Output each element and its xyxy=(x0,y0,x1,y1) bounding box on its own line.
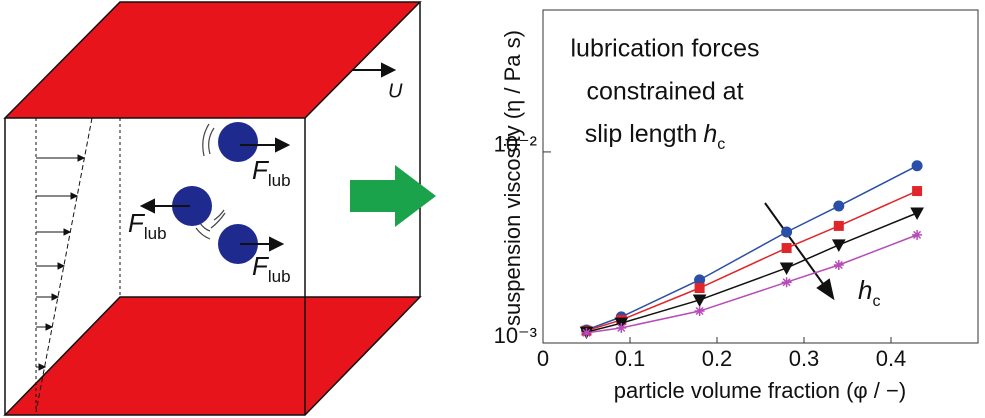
profile-arrows xyxy=(36,154,86,371)
point xyxy=(833,220,844,231)
annotation: slip length hc xyxy=(585,120,725,154)
point xyxy=(910,207,924,221)
force-label: Flub xyxy=(252,155,291,191)
shear-cell: U Flub Flub Flub xyxy=(3,1,422,416)
point xyxy=(781,277,792,288)
point xyxy=(692,294,707,307)
arrow-label: hc xyxy=(858,275,880,310)
force-symbol: F xyxy=(252,155,270,185)
trend-arrow xyxy=(764,202,835,301)
x-axis-label: particle volume fraction (φ / −) xyxy=(614,378,906,403)
point xyxy=(911,160,923,172)
annotation-subscript: c xyxy=(717,136,725,153)
force-symbol: F xyxy=(128,208,146,238)
point xyxy=(831,239,846,252)
force-subscript: lub xyxy=(144,224,167,243)
annotation: constrained at xyxy=(586,78,743,106)
x-tick-label: 0.3 xyxy=(789,346,820,371)
point xyxy=(779,262,794,276)
force-label: Flub xyxy=(252,251,291,287)
annotation-text: slip length xyxy=(585,120,698,148)
velocity-profile xyxy=(35,117,93,413)
particle xyxy=(172,186,212,226)
y-tick-label: 10⁻³ xyxy=(494,323,537,348)
arrow-subscript: c xyxy=(872,293,880,310)
velocity-arrow xyxy=(352,62,397,78)
plot-frame xyxy=(542,9,979,344)
point xyxy=(694,306,705,317)
force-symbol: F xyxy=(252,251,270,281)
point xyxy=(912,229,923,240)
point xyxy=(581,327,592,338)
transition-arrow xyxy=(350,165,436,227)
series-line xyxy=(586,234,918,334)
point xyxy=(616,322,627,333)
x-tick-label: 0 xyxy=(537,346,549,371)
point xyxy=(912,186,923,197)
x-tick-label: 0.4 xyxy=(876,346,907,371)
y-tick-label: 10⁻² xyxy=(494,132,537,157)
force-subscript: lub xyxy=(268,171,291,190)
particle xyxy=(218,224,258,264)
arrow-symbol: h xyxy=(858,275,872,305)
series-line xyxy=(586,212,918,333)
point xyxy=(781,243,792,254)
force-subscript: lub xyxy=(268,267,291,286)
x-tick-label: 0.1 xyxy=(615,346,646,371)
velocity-label: U xyxy=(388,80,403,102)
force-label: Flub xyxy=(128,208,167,244)
y-axis-label: suspension viscosity (η / Pa s) xyxy=(500,30,525,326)
point xyxy=(694,283,705,294)
top-plate xyxy=(3,1,422,119)
point xyxy=(833,200,845,212)
point xyxy=(833,259,844,270)
annotation-symbol: h xyxy=(703,120,717,148)
annotation: lubrication forces xyxy=(571,35,760,63)
series-line xyxy=(586,190,918,332)
x-tick-label: 0.2 xyxy=(702,346,733,371)
point xyxy=(781,226,793,238)
series-line xyxy=(586,165,918,331)
force-arrows xyxy=(139,137,291,252)
bottom-plate xyxy=(3,296,422,416)
particle xyxy=(218,122,258,162)
